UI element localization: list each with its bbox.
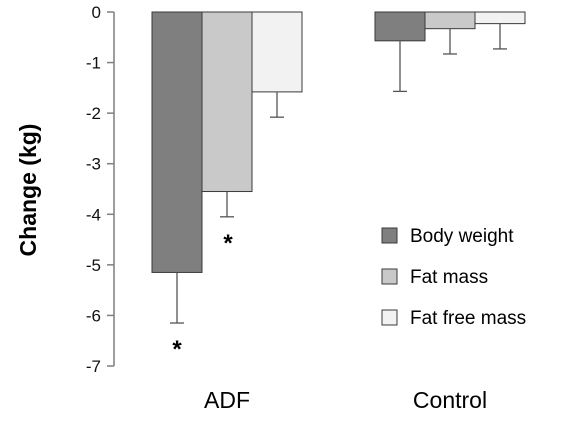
bar (251, 11, 303, 93)
category-labels: ADF Control (204, 387, 487, 413)
legend-swatch (381, 227, 398, 244)
y-axis-label: Change (kg) (15, 124, 41, 257)
bars (151, 11, 526, 273)
legend: Body weight Fat mass Fat free mass (381, 226, 526, 329)
legend-swatch (381, 268, 398, 285)
bar (201, 11, 253, 193)
bar (374, 11, 426, 42)
significance-star: * (172, 336, 182, 363)
y-tick-label: -5 (86, 256, 101, 275)
significance-markers: ** (172, 230, 233, 363)
y-tick-label: 0 (92, 3, 101, 22)
significance-star: * (223, 230, 233, 257)
y-tick-label: -3 (86, 155, 101, 174)
y-tick-label: -6 (86, 306, 101, 325)
bar (151, 11, 203, 273)
y-tick-label: -1 (86, 54, 101, 73)
legend-label: Fat free mass (410, 308, 526, 329)
category-label: ADF (204, 387, 250, 413)
axes: 0 -1 -2 -3 -4 -5 -6 -7 (86, 3, 115, 376)
bar (474, 11, 526, 25)
legend-label: Body weight (410, 226, 514, 247)
y-tick-label: -2 (86, 104, 101, 123)
legend-label: Fat mass (410, 267, 488, 288)
legend-swatch (381, 309, 398, 326)
error-bars (170, 23, 507, 324)
y-tick-label: -4 (86, 205, 101, 224)
y-tick-label: -7 (86, 357, 101, 376)
category-label: Control (413, 387, 487, 413)
bar (424, 11, 476, 30)
